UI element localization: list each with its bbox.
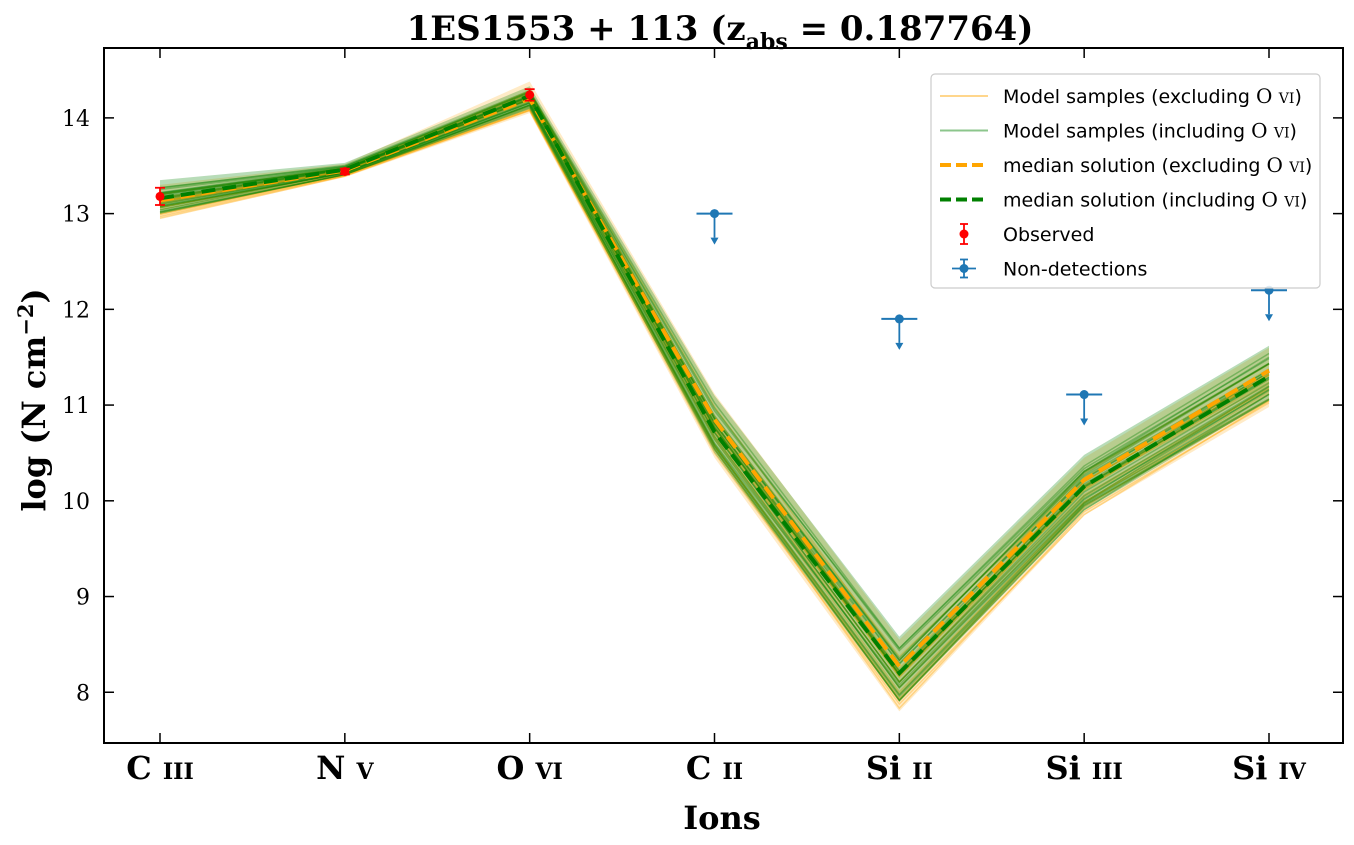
plot-frame	[103, 47, 1344, 744]
y-axis-label: log (N cm−2)	[13, 288, 53, 511]
plot-area	[155, 81, 1287, 712]
nondetection-point	[710, 209, 719, 219]
legend-label: median solution (excluding O VI)	[1003, 153, 1312, 177]
y-tick-label: 14	[62, 107, 90, 132]
observed-point	[155, 191, 165, 201]
observed-point	[525, 90, 535, 100]
x-tick-label: C III	[126, 749, 193, 787]
x-tick-label: Si III	[1046, 749, 1123, 787]
nondetection-arrow-head	[1080, 418, 1089, 426]
legend-handle-point	[959, 229, 969, 239]
x-tick-label: Si II	[866, 749, 933, 787]
x-tick-label: Si IV	[1232, 749, 1307, 787]
nondetection-point	[1079, 390, 1089, 400]
model-sample-line	[159, 90, 1270, 650]
x-tick-label: N V	[316, 749, 374, 787]
model-sample-line	[159, 91, 1270, 652]
y-tick-label: 8	[76, 681, 90, 706]
y-tick-label: 11	[62, 394, 90, 419]
legend-label: Observed	[1003, 224, 1094, 246]
model-sample-line	[159, 92, 1270, 662]
legend-box	[930, 73, 1321, 289]
legend-label: Non-detections	[1003, 259, 1147, 281]
legend: Model samples (excluding O VI) Model samp…	[930, 73, 1321, 289]
nondetection-point	[894, 314, 904, 324]
axes: 8 9 10 11 12 13 14 C III N V O VI C II Si II Si III S…	[62, 48, 1343, 787]
model-sample-line	[159, 109, 1270, 706]
x-tick-label: C II	[686, 749, 743, 787]
y-tick-label: 9	[76, 586, 90, 611]
x-tick-label: O VI	[496, 749, 562, 787]
median-line-including	[159, 93, 1271, 677]
observed-point	[340, 166, 350, 176]
nondetection-arrow-head	[895, 342, 904, 350]
legend-label: Model samples (excluding O VI)	[1003, 84, 1302, 108]
model-band-excluding	[160, 81, 1269, 712]
legend-handle-point	[959, 264, 969, 273]
y-tick-label: 12	[62, 298, 90, 323]
nondetection-arrow-head	[710, 237, 719, 245]
median-line-excluding	[159, 96, 1271, 670]
nondetection-arrow-head	[1265, 314, 1273, 322]
x-axis-label: Ions	[683, 799, 761, 837]
legend-label: median solution (including O VI)	[1003, 188, 1307, 212]
chart-title: 1ES1553 + 113 (zabs = 0.187764)	[407, 9, 1034, 55]
y-tick-label: 10	[62, 490, 90, 515]
model-band-including	[160, 86, 1269, 702]
model-sample-line	[159, 89, 1270, 650]
legend-label: Model samples (including O VI)	[1003, 119, 1297, 143]
y-tick-label: 13	[62, 203, 90, 228]
